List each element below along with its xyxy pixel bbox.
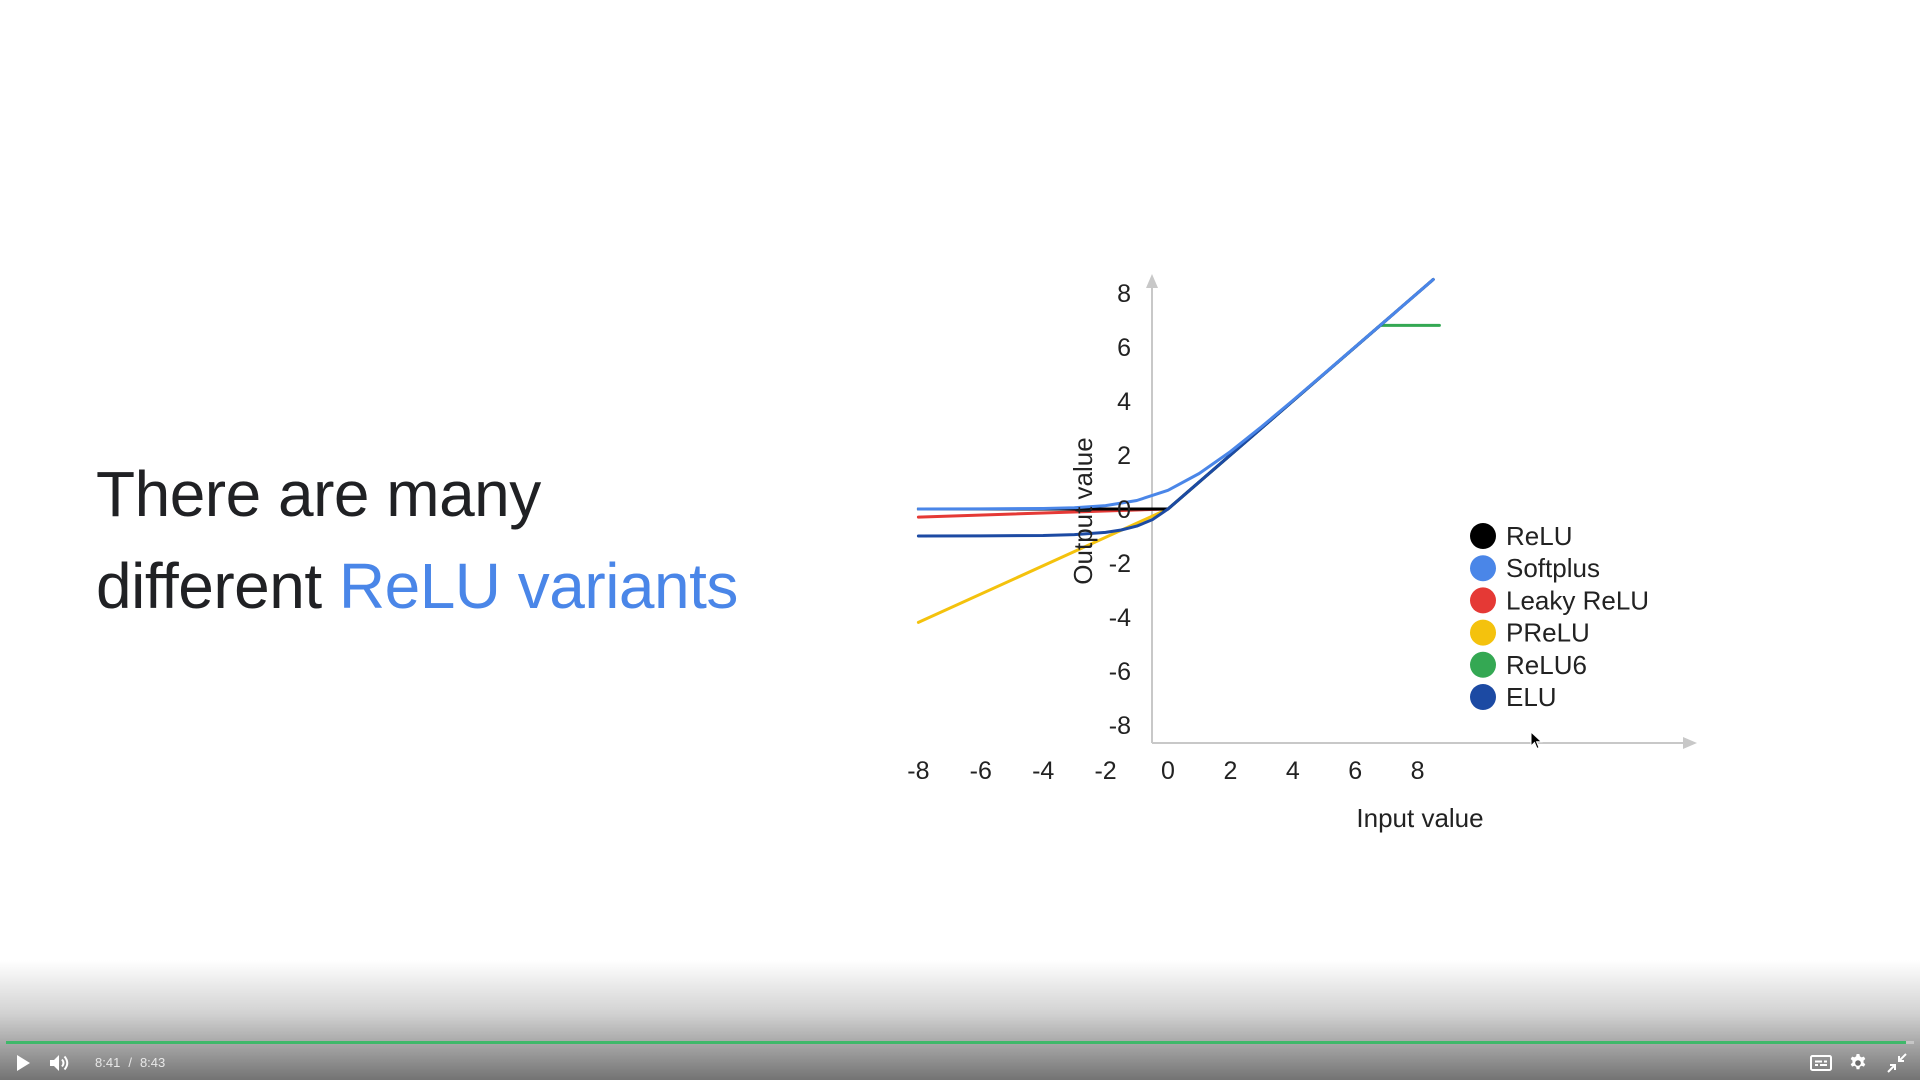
time-display: 8:41 / 8:43: [95, 1055, 165, 1070]
x-axis-label: Input value: [1356, 803, 1483, 833]
legend-swatch: [1470, 651, 1496, 678]
x-tick-label: -4: [1032, 757, 1054, 785]
y-tick-label: -6: [1109, 658, 1131, 686]
mouse-pointer-icon: [1530, 731, 1543, 750]
legend-label: ReLU6: [1506, 650, 1587, 680]
x-tick-label: 4: [1286, 757, 1300, 785]
chart-series: [916, 278, 1441, 624]
headline-line-2: different ReLU variants: [96, 540, 738, 632]
y-tick-label: 4: [1117, 388, 1131, 416]
legend-swatch: [1470, 523, 1496, 549]
settings-button[interactable]: [1844, 1050, 1872, 1076]
headline-accent-text: ReLU variants: [338, 550, 739, 622]
x-tick-label: 6: [1348, 757, 1362, 785]
x-tick-label: -2: [1094, 757, 1116, 785]
legend-label: PReLU: [1506, 618, 1590, 648]
exit-fullscreen-icon: [1887, 1053, 1907, 1073]
chart-axes: [1146, 274, 1697, 749]
play-icon: [17, 1055, 30, 1071]
y-tick-label: -8: [1109, 712, 1131, 740]
slide-headline: There are many different ReLU variants: [96, 448, 738, 632]
series-line-relu: [916, 278, 1435, 511]
progress-bar-fill: [6, 1041, 1907, 1044]
x-tick-label: 8: [1411, 757, 1425, 785]
series-line-elu: [916, 278, 1435, 538]
headline-line-1: There are many: [96, 458, 541, 530]
legend-swatch: [1470, 555, 1496, 582]
captions-icon: [1810, 1055, 1832, 1071]
duration: 8:43: [139, 1055, 166, 1070]
series-line-relu6: [916, 323, 1441, 511]
legend-label: Leaky ReLU: [1506, 585, 1649, 615]
x-tick-label: -6: [970, 757, 992, 785]
play-button[interactable]: [10, 1050, 36, 1076]
headline-plain-text: different: [96, 550, 322, 622]
legend-swatch: [1470, 619, 1496, 646]
legend-label: Softplus: [1506, 553, 1600, 583]
y-axis-arrow-icon: [1146, 274, 1158, 288]
progress-bar[interactable]: [6, 1041, 1914, 1044]
captions-button[interactable]: [1806, 1050, 1836, 1076]
player-controls-background: [0, 960, 1920, 1080]
series-line-softplus: [916, 278, 1435, 511]
x-tick-label: -8: [907, 757, 929, 785]
current-time: 8:41: [95, 1055, 121, 1070]
x-tick-label: 0: [1161, 757, 1175, 785]
legend-swatch: [1470, 684, 1496, 710]
time-separator: /: [128, 1055, 132, 1070]
x-tick-label: 2: [1223, 757, 1237, 785]
x-axis-arrow-icon: [1683, 737, 1697, 749]
volume-icon: [50, 1055, 69, 1071]
chart-ticks: -8 -6 -4 -2 0 2 4 6 8 8 6 4 2 0 -2 -4 -6 -8: [907, 280, 1424, 785]
volume-button[interactable]: [46, 1050, 74, 1076]
y-tick-label: 2: [1117, 442, 1131, 470]
y-tick-label: 8: [1117, 280, 1131, 308]
y-tick-label: 0: [1117, 496, 1131, 524]
y-axis-label: Output value: [1068, 437, 1098, 584]
gear-icon: [1850, 1054, 1866, 1070]
legend-label: ELU: [1506, 682, 1557, 712]
y-tick-label: -4: [1109, 604, 1131, 632]
y-tick-label: -2: [1109, 550, 1131, 578]
legend-swatch: [1470, 587, 1496, 614]
y-tick-label: 6: [1117, 334, 1131, 362]
legend-label: ReLU: [1506, 521, 1572, 551]
player-controls: 8:41 / 8:43: [0, 1046, 1920, 1080]
exit-fullscreen-button[interactable]: [1883, 1050, 1911, 1076]
